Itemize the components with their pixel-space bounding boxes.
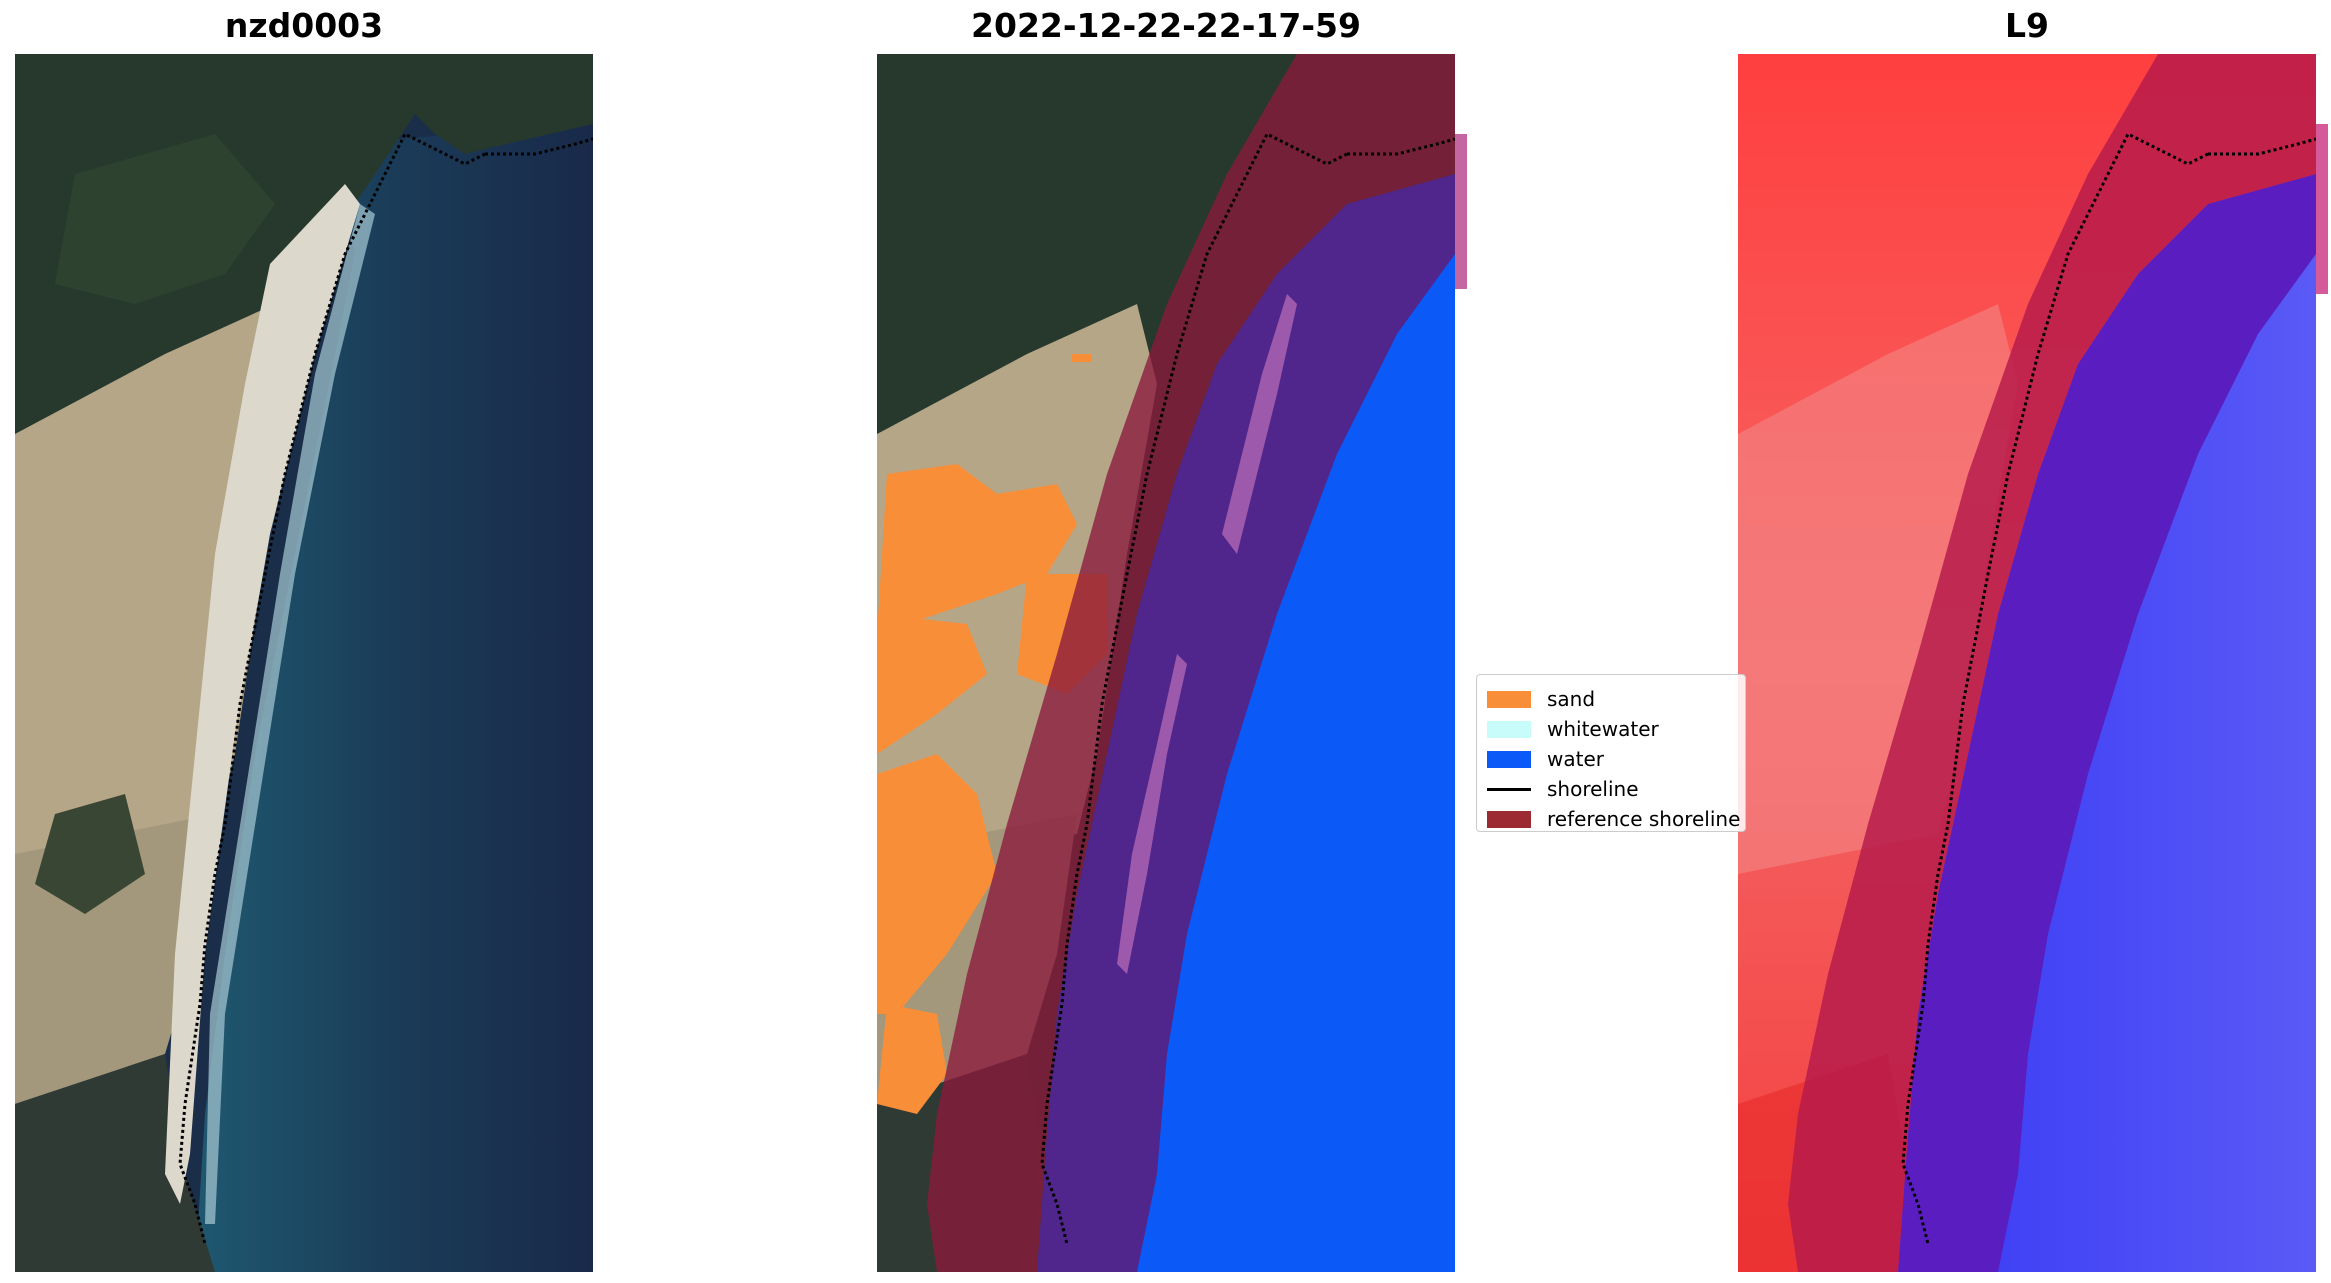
shoreline-swatch xyxy=(1487,787,1531,791)
legend-item-whitewater: whitewater xyxy=(1487,715,1659,743)
water-swatch xyxy=(1487,750,1531,768)
classified-image xyxy=(877,54,1467,1272)
panel-title-classified: 2022-12-22-22-17-59 xyxy=(971,6,1361,45)
legend-label: water xyxy=(1547,747,1604,771)
legend-label: whitewater xyxy=(1547,717,1659,741)
reference-shoreline-swatch xyxy=(1487,810,1531,828)
legend-item-water: water xyxy=(1487,745,1604,773)
legend-label: shoreline xyxy=(1547,777,1639,801)
index-image xyxy=(1738,54,2328,1272)
legend: sand whitewater water shoreline referenc… xyxy=(1476,674,1746,832)
legend-item-sand: sand xyxy=(1487,685,1595,713)
legend-item-shoreline: shoreline xyxy=(1487,775,1639,803)
panel-title-index: L9 xyxy=(2005,6,2049,45)
legend-label: reference shoreline xyxy=(1547,807,1741,831)
rgb-satellite-image xyxy=(15,54,593,1272)
panel-title-rgb: nzd0003 xyxy=(224,6,384,45)
sand-swatch xyxy=(1487,690,1531,708)
legend-label: sand xyxy=(1547,687,1596,711)
whitewater-swatch xyxy=(1487,720,1531,738)
legend-item-reference-shoreline: reference shoreline xyxy=(1487,805,1741,831)
